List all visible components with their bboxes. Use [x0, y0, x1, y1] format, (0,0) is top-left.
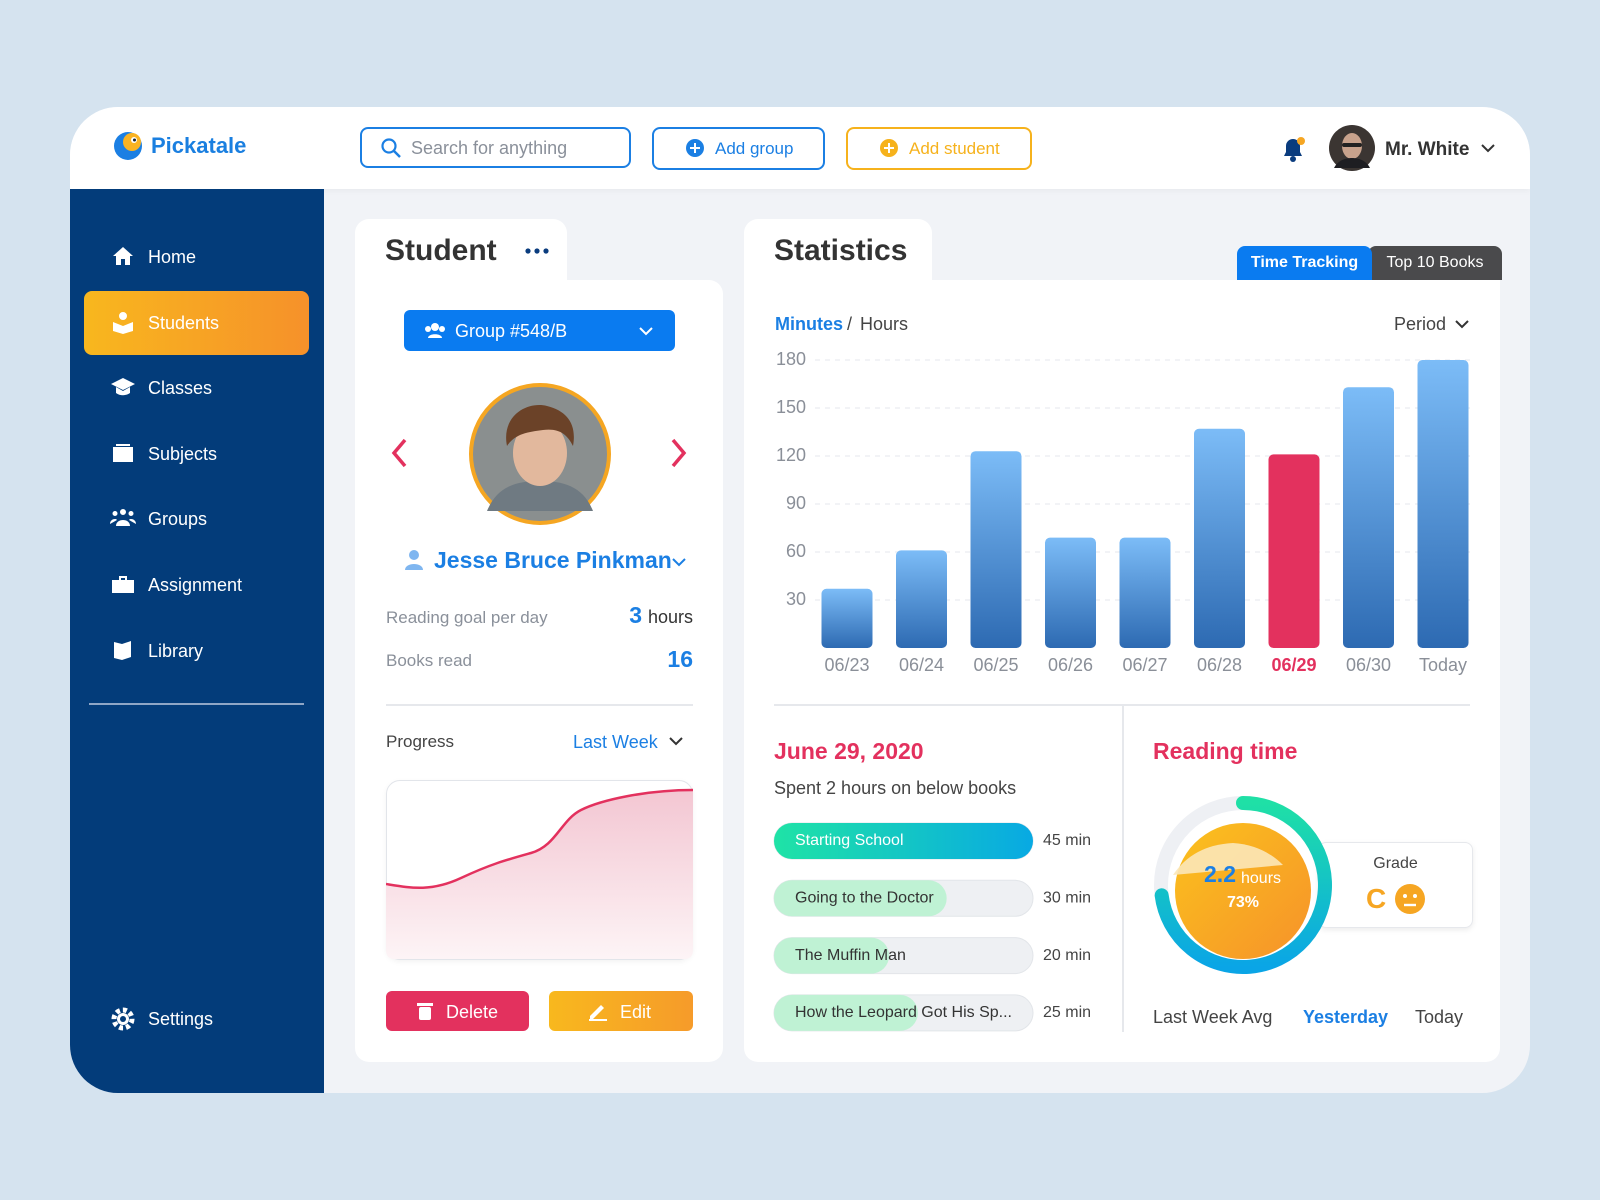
progress-period[interactable]: Last Week	[573, 732, 658, 752]
icon-shape	[113, 311, 133, 334]
progress-label: Progress	[386, 732, 455, 751]
search-placeholder: Search for anything	[411, 138, 568, 158]
trash-icon	[417, 1003, 433, 1020]
progress-curve	[386, 788, 693, 959]
card-title: Statistics	[774, 234, 908, 267]
delete-button[interactable]	[386, 991, 529, 1031]
nav-settings[interactable]: Settings	[148, 1009, 214, 1029]
pencil-icon	[589, 1005, 607, 1021]
settings-icon	[111, 1007, 135, 1031]
chevron	[669, 737, 683, 746]
nav-icon	[113, 311, 133, 334]
nav-item[interactable]: Classes	[148, 378, 213, 399]
user-avatar[interactable]	[1328, 124, 1376, 172]
unit-minutes[interactable]: Minutes	[775, 314, 844, 334]
add-student-button[interactable]	[846, 127, 1032, 170]
nav-item[interactable]: Subjects	[148, 443, 218, 464]
reading-title: Reading time	[1153, 738, 1298, 764]
grade-value: C	[1366, 883, 1387, 914]
nav-icon	[111, 378, 135, 396]
tab[interactable]: Last Week Avg	[1153, 1007, 1273, 1027]
goal-value: 3	[629, 602, 642, 628]
card-title: Student	[385, 234, 497, 267]
prev-arrow[interactable]	[388, 436, 412, 470]
goal-label: Reading goal per day	[386, 608, 548, 627]
period-select[interactable]: Period	[1394, 314, 1447, 334]
detail-summary: Spent 2 hours on below books	[774, 778, 1017, 798]
tab[interactable]: Top 10 Books	[1368, 246, 1502, 280]
chevron	[1455, 320, 1469, 329]
nav-active-pill	[84, 290, 309, 355]
unit-separator: /	[847, 314, 853, 334]
unit-hours[interactable]: Hours	[860, 314, 909, 334]
icon-shape	[114, 640, 131, 660]
statistics-tab	[744, 219, 932, 289]
face-icon	[1395, 884, 1425, 914]
edit-button[interactable]	[549, 991, 693, 1031]
grade-box	[1318, 842, 1473, 928]
books-value: 16	[667, 646, 693, 672]
goal-unit: hours	[648, 607, 694, 627]
brand: Pickatale	[151, 133, 247, 158]
group-label: Group #548/B	[455, 321, 568, 341]
logo	[114, 132, 142, 160]
chevron	[1481, 144, 1495, 153]
books-label: Books read	[386, 651, 472, 670]
student-tab	[355, 219, 567, 289]
plus-icon	[686, 139, 704, 157]
nav-icon	[110, 509, 136, 527]
icon-shape	[113, 443, 133, 462]
nav-item[interactable]: Assignment	[148, 575, 243, 595]
divider	[89, 703, 304, 705]
delete-label: Delete	[446, 1002, 499, 1022]
search-icon	[381, 138, 401, 158]
icon-shape	[113, 247, 133, 265]
nav-item[interactable]: Home	[148, 247, 197, 267]
student-photo	[469, 383, 611, 525]
person-icon	[405, 550, 423, 570]
tab[interactable]: Yesterday	[1303, 1007, 1389, 1027]
user-name[interactable]: Mr. White	[1385, 139, 1470, 160]
chevron	[672, 558, 686, 567]
nav-icon	[113, 247, 133, 265]
search-box[interactable]	[360, 127, 631, 168]
nav-icon	[113, 443, 133, 462]
divider	[386, 704, 693, 706]
student-name[interactable]: Jesse Bruce Pinkman	[434, 547, 672, 573]
more-icon[interactable]	[524, 244, 550, 258]
add-group-button[interactable]	[652, 127, 825, 170]
icon-shape	[111, 378, 135, 396]
group-icon	[425, 323, 445, 338]
add-group-label: Add group	[715, 139, 794, 158]
next-arrow[interactable]	[666, 436, 690, 470]
edit-label: Edit	[620, 1002, 652, 1022]
plus-icon	[880, 139, 898, 157]
divider	[774, 704, 1470, 706]
icon-shape	[112, 576, 134, 593]
nav-icon	[112, 576, 134, 593]
bell-icon[interactable]	[1280, 134, 1308, 164]
tab[interactable]: Today	[1415, 1007, 1464, 1027]
nav-icon	[114, 640, 131, 660]
nav-item[interactable]: Library	[148, 640, 204, 661]
nav-item[interactable]: Students	[148, 312, 220, 333]
group-select[interactable]	[404, 310, 675, 351]
icon-shape	[110, 509, 136, 527]
nav-item[interactable]: Groups	[148, 509, 208, 530]
divider	[1122, 706, 1124, 1032]
grade-label: Grade	[1373, 855, 1418, 872]
add-student-label: Add student	[909, 139, 1000, 158]
chevron	[639, 327, 653, 336]
tab[interactable]: Time Tracking	[1237, 246, 1372, 280]
detail-date: June 29, 2020	[774, 738, 924, 764]
